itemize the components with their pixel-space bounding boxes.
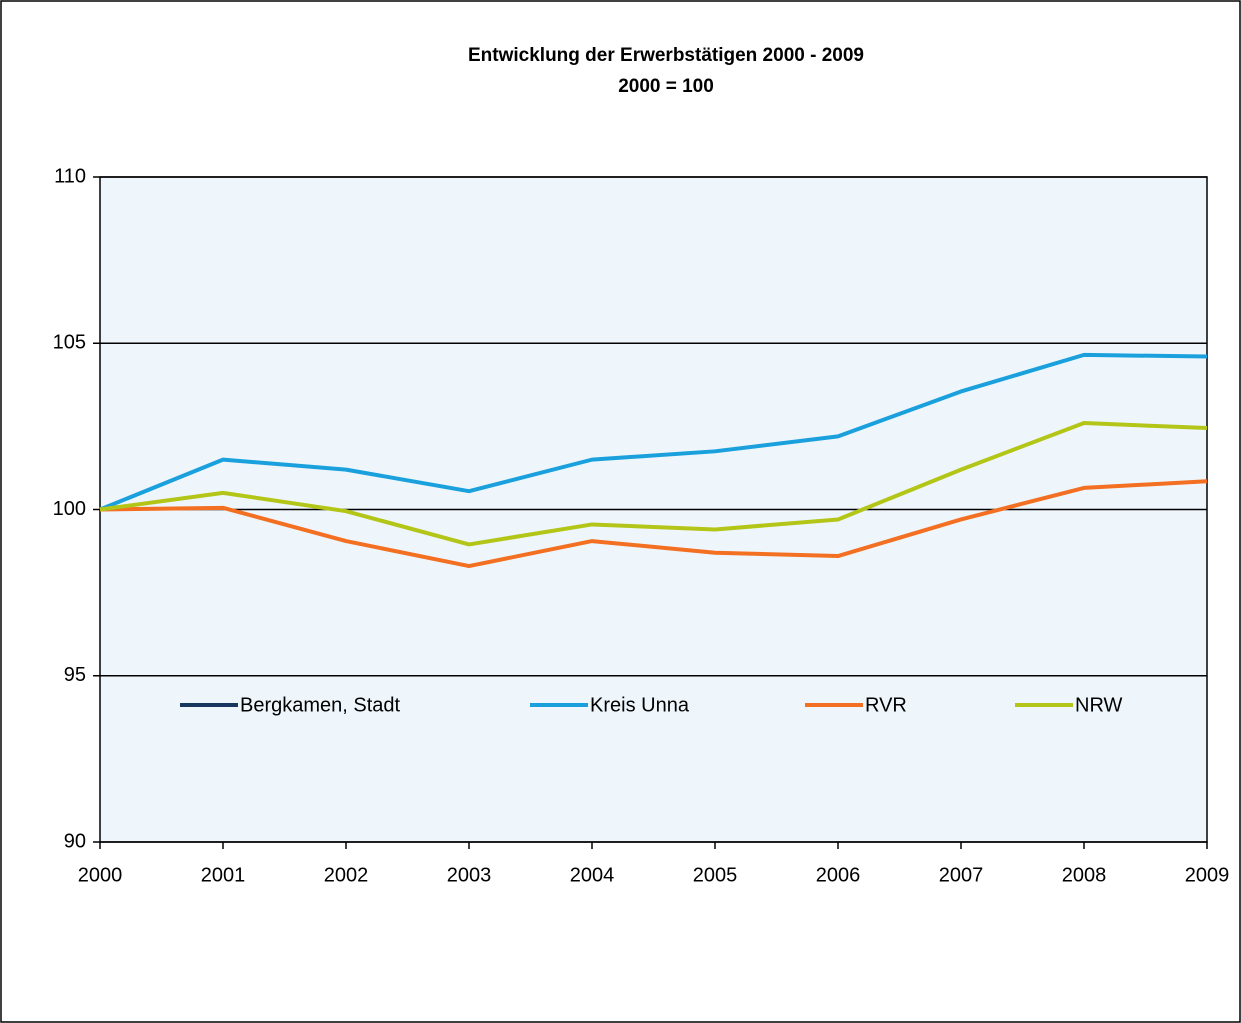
y-tick-label: 105	[53, 332, 86, 354]
x-tick-label: 2002	[324, 864, 369, 886]
y-tick-label: 90	[64, 830, 86, 852]
x-tick-label: 2009	[1185, 864, 1230, 886]
x-tick-label: 2003	[447, 864, 492, 886]
x-tick-label: 2007	[939, 864, 984, 886]
y-tick-label: 110	[54, 165, 86, 187]
x-tick-label: 2008	[1062, 864, 1107, 886]
legend-label: Bergkamen, Stadt	[240, 694, 401, 716]
x-tick-label: 2004	[570, 864, 615, 886]
x-tick-label: 2005	[693, 864, 738, 886]
chart-subtitle: 2000 = 100	[618, 76, 714, 97]
series-line	[99, 421, 1208, 547]
y-tick-label: 100	[53, 498, 86, 520]
x-tick-label: 2000	[78, 864, 123, 886]
series-line	[99, 352, 1208, 512]
x-tick-label: 2006	[816, 864, 861, 886]
chart-title: Entwicklung der Erwerbstätigen 2000 - 20…	[468, 45, 864, 66]
legend-label: Kreis Unna	[590, 694, 690, 716]
legend-label: NRW	[1075, 694, 1123, 716]
legend-label: RVR	[865, 694, 907, 716]
x-tick-label: 2001	[201, 864, 246, 886]
series-line	[99, 479, 1208, 569]
y-tick-label: 95	[64, 664, 86, 686]
